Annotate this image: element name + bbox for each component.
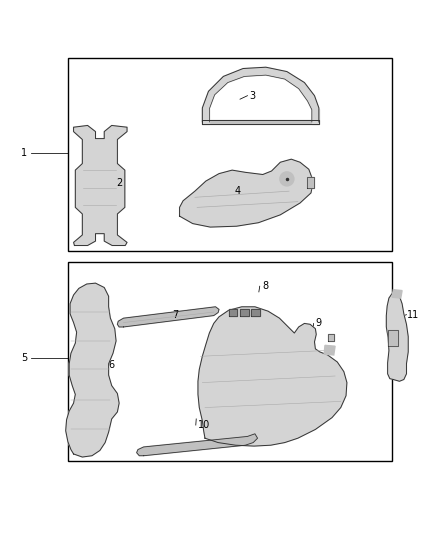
Text: 4: 4 (234, 186, 240, 196)
Polygon shape (328, 334, 334, 341)
Text: 10: 10 (198, 420, 210, 430)
Text: 6: 6 (109, 360, 115, 370)
Polygon shape (307, 177, 314, 188)
Polygon shape (137, 434, 258, 456)
Polygon shape (117, 307, 219, 327)
Circle shape (280, 172, 294, 186)
Polygon shape (392, 290, 402, 298)
Polygon shape (386, 293, 408, 381)
Text: 11: 11 (407, 310, 420, 320)
Text: 7: 7 (172, 310, 178, 320)
Polygon shape (202, 120, 319, 124)
Text: 3: 3 (250, 91, 256, 101)
Text: 1: 1 (21, 148, 27, 158)
Text: 2: 2 (116, 178, 122, 188)
Text: 8: 8 (262, 281, 268, 291)
Polygon shape (251, 309, 260, 316)
Polygon shape (324, 345, 335, 355)
Polygon shape (66, 283, 119, 457)
Polygon shape (202, 67, 319, 122)
Polygon shape (388, 330, 398, 346)
Bar (68, 262, 392, 462)
Polygon shape (229, 309, 237, 316)
Text: 5: 5 (21, 353, 27, 364)
Bar (68, 59, 392, 251)
Polygon shape (240, 309, 249, 316)
Polygon shape (198, 307, 347, 446)
Text: 9: 9 (315, 318, 321, 328)
Polygon shape (180, 159, 313, 227)
Polygon shape (202, 109, 209, 124)
Polygon shape (74, 125, 127, 246)
Polygon shape (312, 109, 319, 124)
